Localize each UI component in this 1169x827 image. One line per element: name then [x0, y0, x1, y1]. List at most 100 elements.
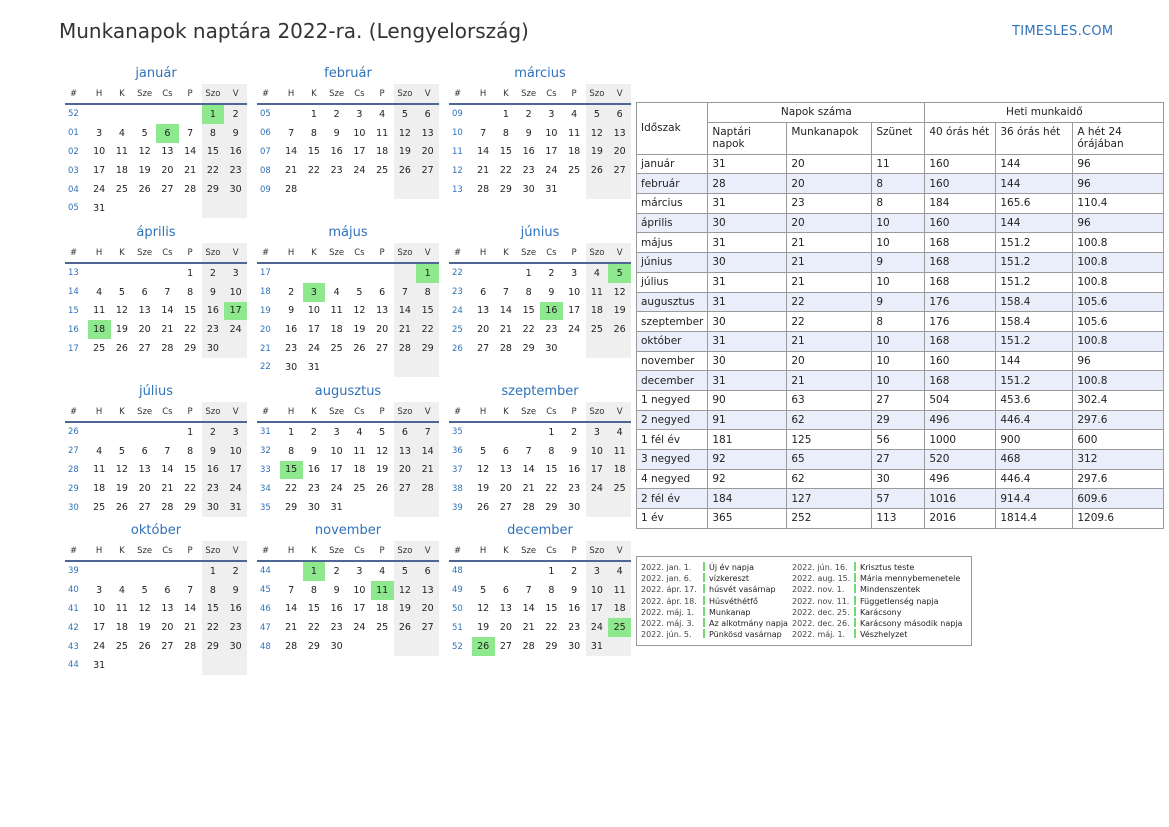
week-row: 34 22 23 24 25 26 27 28 — [257, 479, 439, 499]
week-number: 06 — [260, 128, 271, 139]
period-label: február — [635, 173, 709, 195]
day-cell: 22 — [201, 618, 225, 638]
day-cell: 1 — [288, 426, 295, 438]
day-cell: 26 — [138, 641, 151, 653]
weekday-header: P — [562, 243, 586, 264]
day-cell: 14 — [522, 464, 535, 476]
day-cell: 17 — [353, 603, 366, 615]
day-cell: 26 — [138, 184, 151, 196]
day-cell: 13 — [416, 580, 439, 600]
day-cell — [280, 263, 303, 283]
week-number: 24 — [452, 305, 463, 316]
day-cell: 28 — [499, 343, 512, 355]
day-cell: 25 — [376, 165, 389, 177]
week-row: 01 3 4 5 6 7 8 9 — [65, 123, 247, 143]
week-row: 26 1 2 3 — [65, 422, 247, 442]
day-cell: 3 — [224, 263, 247, 283]
summary-cell: 600 — [1072, 429, 1165, 450]
holiday-marker — [703, 562, 705, 571]
day-cell: 16 — [330, 603, 343, 615]
day-cell — [133, 561, 156, 581]
month-name: január — [135, 66, 177, 81]
holiday-date: 2022. nov. 1. — [792, 585, 845, 595]
day-cell: 15 — [307, 603, 320, 615]
weekday-header: Sze — [325, 84, 348, 105]
day-cell: 1 — [187, 267, 194, 279]
weekday-header: K — [494, 541, 518, 562]
day-cell: 14 — [522, 603, 535, 615]
day-cell — [156, 263, 179, 283]
day-cell: 1 — [548, 565, 555, 577]
day-cell — [371, 498, 394, 517]
summary-cell: 92 — [707, 449, 788, 470]
day-cell — [563, 180, 586, 199]
weekday-header: V — [608, 243, 631, 264]
week-row: 32 8 9 10 11 12 13 14 — [257, 441, 439, 461]
weekday-header: H — [87, 243, 111, 264]
day-cell: 13 — [393, 441, 417, 461]
weekday-header: Cs — [156, 84, 179, 105]
day-cell: 28 — [477, 184, 490, 196]
day-cell: 31 — [224, 498, 247, 517]
day-cell: 26 — [353, 343, 366, 355]
summary-cell: 10 — [871, 330, 926, 352]
day-cell: 12 — [477, 464, 490, 476]
week-row: 51 19 20 21 22 23 24 25 — [449, 618, 631, 638]
day-cell — [325, 263, 348, 283]
day-cell: 12 — [138, 146, 151, 158]
period-label: november — [635, 350, 709, 372]
holiday-entry: 2022. nov. 1. Mindenszentek — [792, 584, 962, 595]
month-name: december — [507, 523, 573, 538]
summary-cell: 57 — [871, 488, 926, 510]
period-label: január — [635, 153, 709, 175]
month-name: május — [328, 225, 368, 240]
week-number: 02 — [68, 146, 79, 157]
summary-cell: 160 — [924, 350, 997, 372]
day-cell: 18 — [585, 301, 609, 321]
day-cell: 17 — [93, 622, 106, 634]
day-cell: 15 — [184, 464, 197, 476]
col-header-period: Időszak — [635, 102, 709, 155]
day-cell: 8 — [310, 584, 317, 596]
holiday-date: 2022. jan. 1. — [641, 563, 692, 572]
holiday-date: 2022. máj. 1. — [792, 630, 846, 640]
week-number: 16 — [68, 324, 79, 335]
day-cell: 21 — [184, 165, 197, 177]
period-label: 1 negyed — [635, 389, 709, 411]
day-cell: 6 — [480, 286, 487, 298]
day-cell: 3 — [96, 584, 103, 596]
summary-cell: 31 — [707, 193, 788, 214]
period-label: 1 év — [635, 508, 709, 529]
day-cell: 7 — [288, 127, 295, 139]
day-cell: 14 — [477, 146, 490, 158]
day-cell: 11 — [608, 580, 631, 600]
day-cell: 14 — [393, 301, 417, 321]
summary-cell: 1016 — [924, 488, 997, 510]
weekday-header: Cs — [540, 84, 563, 105]
day-cell: 2 — [571, 426, 578, 438]
day-cell: 18 — [608, 460, 631, 480]
summary-cell: 184 — [707, 488, 788, 510]
week-row: 42 17 18 19 20 21 22 23 — [65, 618, 247, 638]
day-cell: 10 — [585, 580, 609, 600]
weekday-header: Cs — [540, 243, 563, 264]
day-cell — [156, 561, 179, 581]
day-cell: 1 — [548, 426, 555, 438]
day-cell — [517, 422, 540, 442]
week-row: 24 13 14 15 16 17 18 19 — [449, 301, 631, 321]
day-cell: 4 — [333, 286, 340, 298]
day-cell — [179, 561, 202, 581]
day-cell: 18 — [353, 464, 366, 476]
brand-link[interactable]: TIMESLES.COM — [1012, 24, 1114, 39]
holiday-marker — [703, 595, 705, 605]
holiday-name: Húsvéthétfő — [709, 596, 758, 606]
week-row: 17 1 — [257, 263, 439, 283]
day-cell — [179, 104, 202, 124]
week-row: 15 11 12 13 14 15 16 17 — [65, 301, 247, 321]
week-number: 31 — [260, 427, 271, 438]
summary-row: január 31 20 11 160 144 96 — [635, 153, 1165, 175]
week-number: 05 — [260, 109, 271, 120]
summary-cell: 176 — [924, 291, 997, 313]
day-cell: 9 — [571, 584, 578, 596]
weekday-header: Szo — [585, 243, 609, 264]
